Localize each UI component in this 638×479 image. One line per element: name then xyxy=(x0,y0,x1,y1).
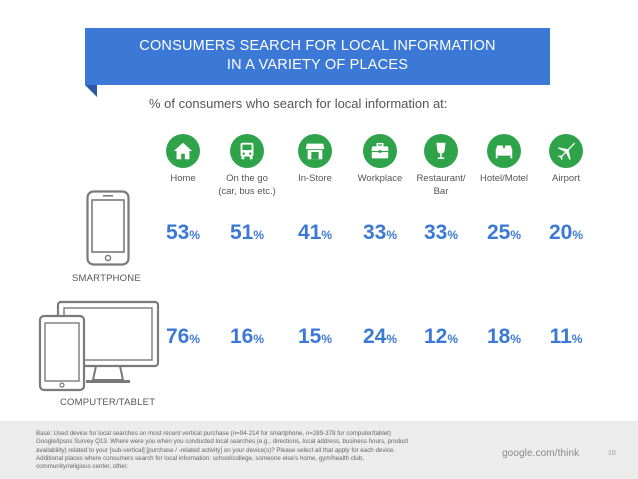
column-label-in-store: In-Store xyxy=(298,173,332,184)
bus-icon xyxy=(230,134,264,168)
smartphone-label: SMARTPHONE xyxy=(72,273,141,284)
value-smartphone-hotel-motel: 25% xyxy=(486,221,522,244)
value-smartphone-in-store: 41% xyxy=(297,221,333,244)
home-icon xyxy=(166,134,200,168)
value-smartphone-restaurant-bar: 33% xyxy=(423,221,459,244)
column-label-airport: Airport xyxy=(552,173,580,184)
column-label-hotel-motel: Hotel/Motel xyxy=(479,173,529,184)
value-computer-tablet-workplace: 24% xyxy=(362,325,398,348)
value-smartphone-home: 53% xyxy=(165,221,201,244)
banner-fold xyxy=(85,85,97,97)
chart-subtitle: % of consumers who search for local info… xyxy=(149,96,448,111)
value-computer-tablet-home: 76% xyxy=(165,325,201,348)
value-computer-tablet-on-the-go: 16% xyxy=(229,325,265,348)
title-line-2: IN A VARIETY OF PLACES xyxy=(226,57,409,73)
brand-link[interactable]: google.com/think xyxy=(502,448,580,459)
hotel-bed-icon xyxy=(487,134,521,168)
column-label-workplace: Workplace xyxy=(357,173,403,184)
value-smartphone-airport: 20% xyxy=(548,221,584,244)
value-smartphone-on-the-go: 51% xyxy=(229,221,265,244)
store-icon xyxy=(298,134,332,168)
footer-bar xyxy=(0,421,638,479)
value-computer-tablet-in-store: 15% xyxy=(297,325,333,348)
airplane-icon xyxy=(549,134,583,168)
column-label-home: Home xyxy=(170,173,196,184)
base-footnote: Base: Used device for local searches on … xyxy=(36,430,409,471)
briefcase-icon xyxy=(363,134,397,168)
column-label-on-the-go: On the go (car, bus etc.) xyxy=(218,173,276,197)
smartphone-icon xyxy=(86,190,130,271)
title-banner xyxy=(85,28,550,85)
value-computer-tablet-hotel-motel: 18% xyxy=(486,325,522,348)
value-computer-tablet-restaurant-bar: 12% xyxy=(423,325,459,348)
value-computer-tablet-airport: 11% xyxy=(549,325,583,348)
value-smartphone-workplace: 33% xyxy=(362,221,398,244)
title-line-1: CONSUMERS SEARCH FOR LOCAL INFORMATION xyxy=(139,38,496,54)
computer-tablet-icon xyxy=(38,300,160,397)
page-number: 10 xyxy=(608,450,616,457)
column-label-restaurant-bar: Restaurant/Bar xyxy=(416,173,466,197)
computer-tablet-label: COMPUTER/TABLET xyxy=(60,397,156,408)
wine-glass-icon xyxy=(424,134,458,168)
